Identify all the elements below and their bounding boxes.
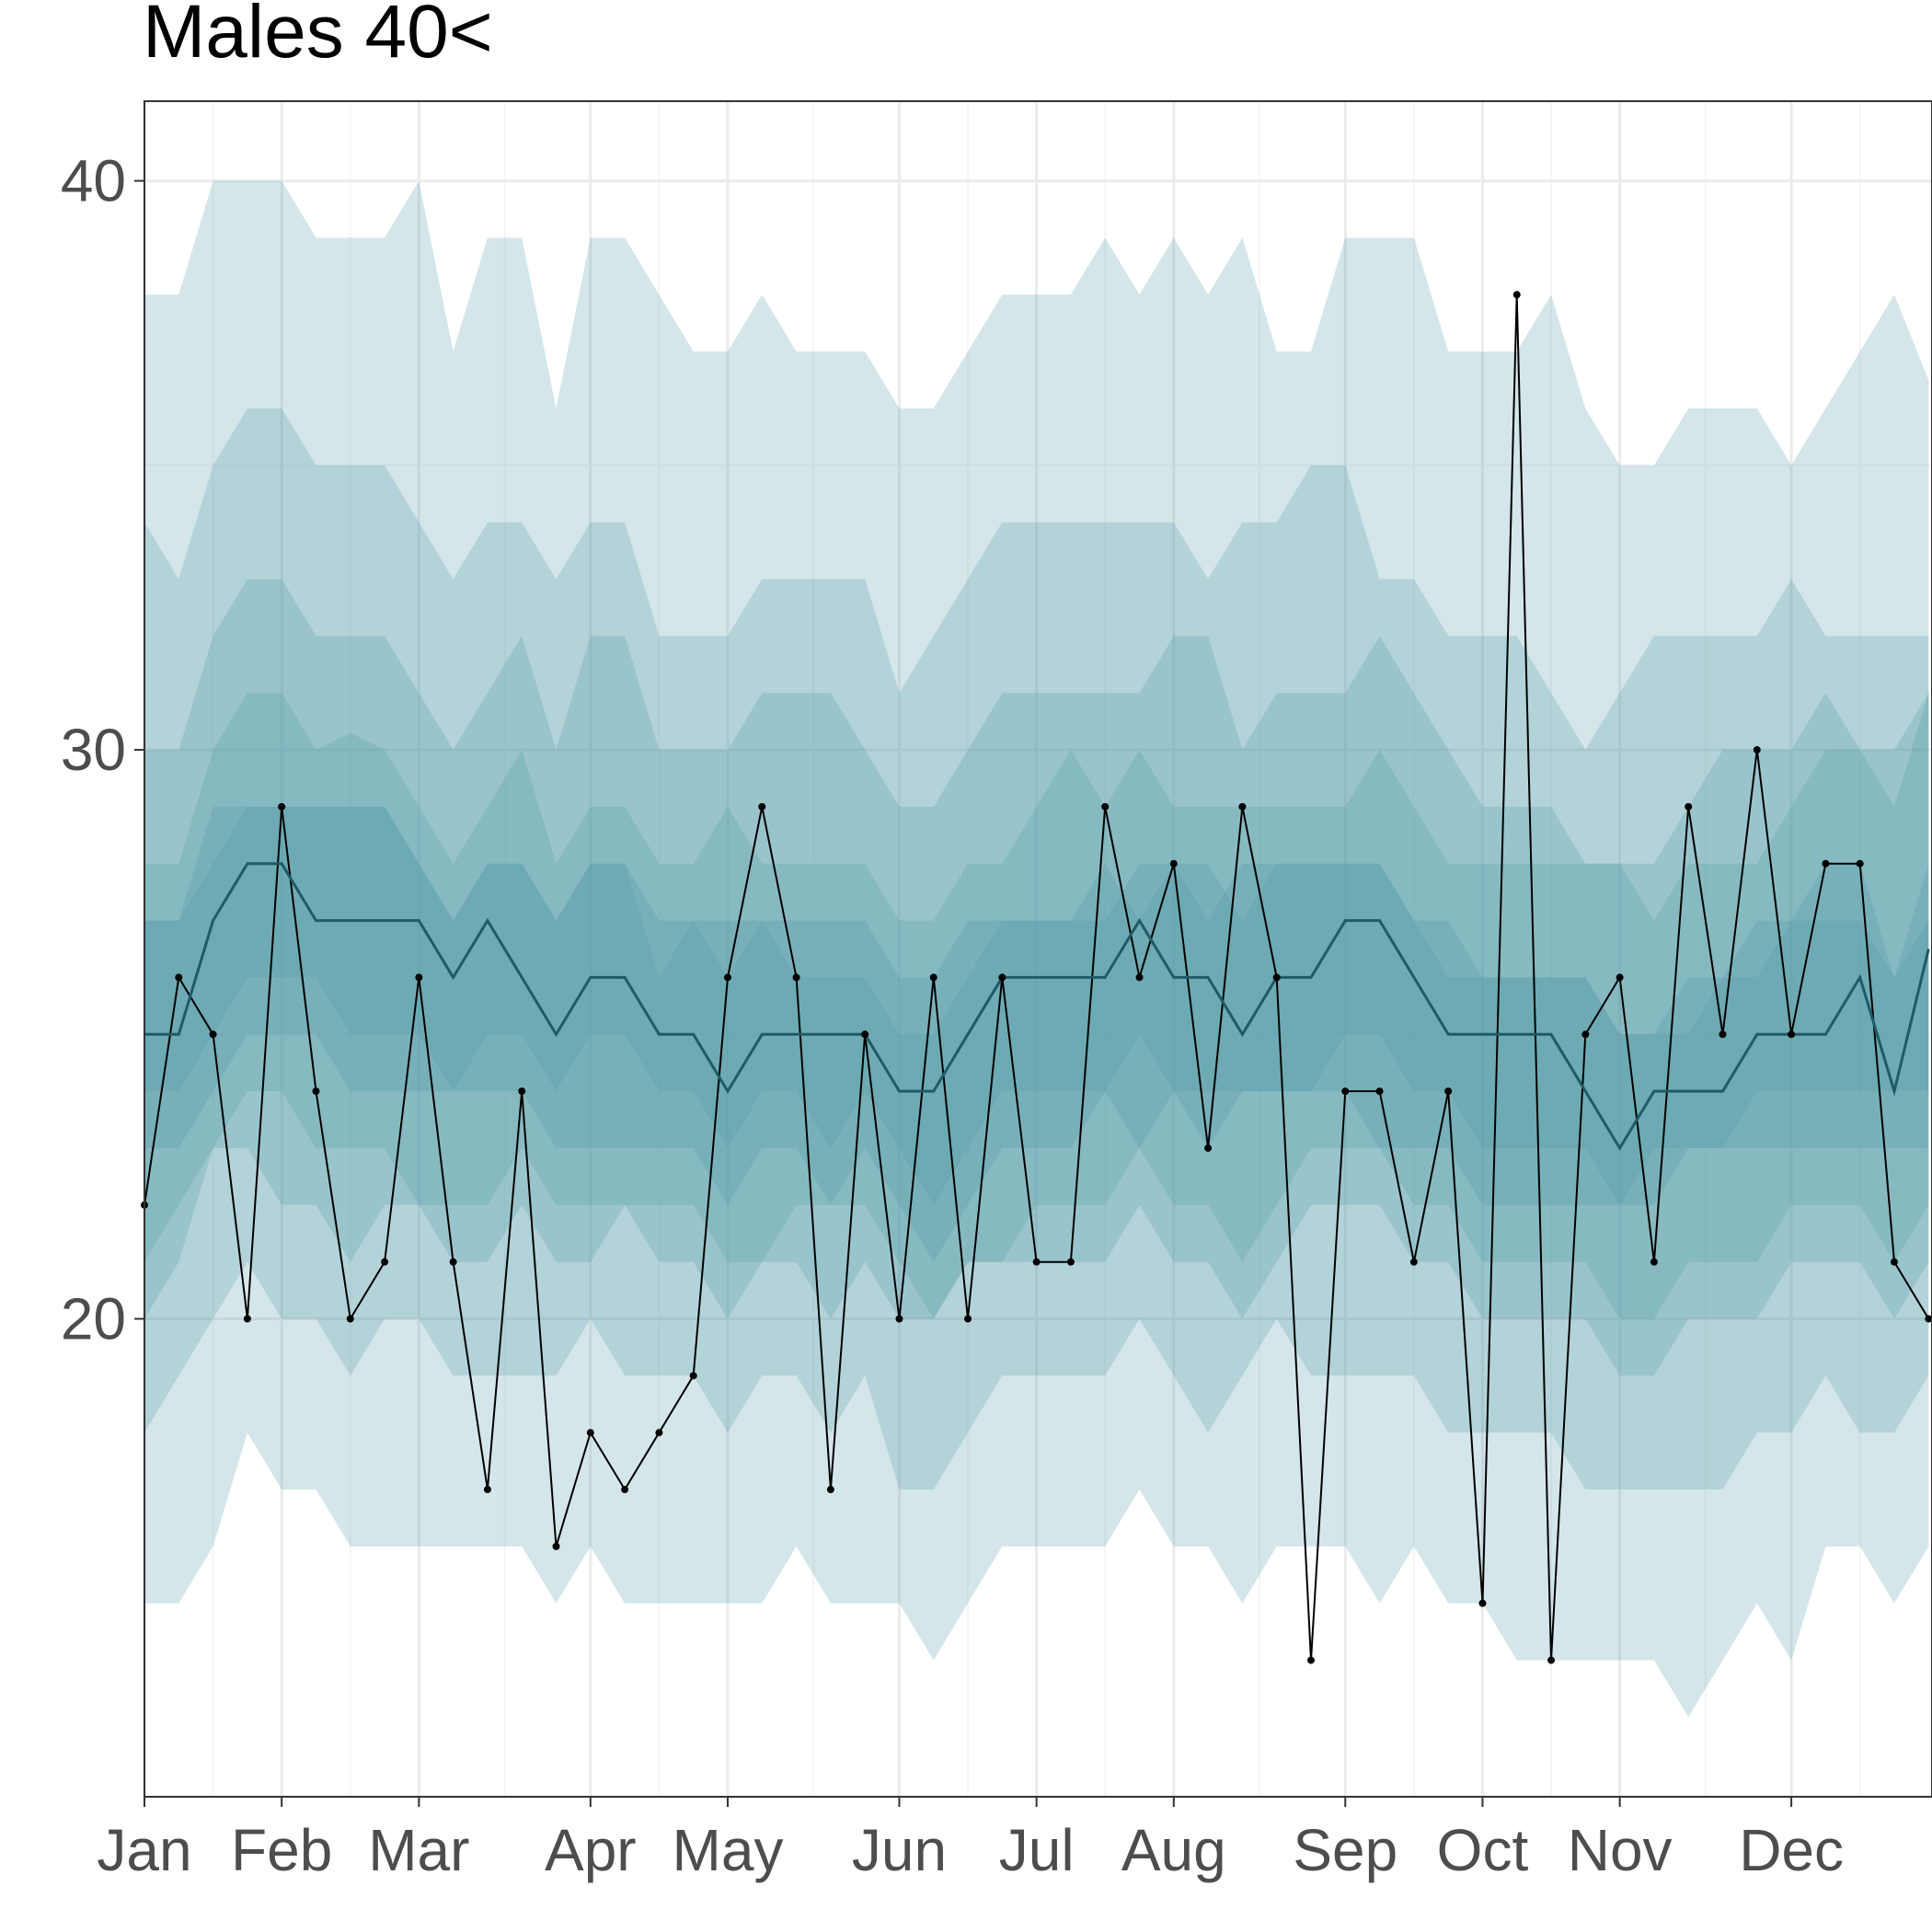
plot-background bbox=[144, 101, 1932, 1797]
x-tick-label: May bbox=[673, 1817, 784, 1883]
observed-point bbox=[1719, 1030, 1727, 1039]
observed-point bbox=[381, 1258, 389, 1266]
observed-point bbox=[1512, 291, 1521, 299]
x-tick-label: Apr bbox=[545, 1817, 637, 1883]
x-tick-label: Mar bbox=[368, 1817, 469, 1883]
observed-point bbox=[1890, 1258, 1898, 1266]
chart-title: Males 40< bbox=[143, 0, 493, 74]
y-tick-label: 20 bbox=[61, 1285, 126, 1351]
y-tick-label: 30 bbox=[61, 717, 126, 783]
observed-point bbox=[243, 1315, 251, 1323]
observed-point bbox=[1925, 1315, 1932, 1323]
observed-point bbox=[792, 973, 800, 982]
x-axis: Jan Feb Mar Apr May Jun Jul Aug Sep Oct Nov Dec bbox=[97, 1797, 1844, 1883]
observed-point bbox=[826, 1486, 834, 1494]
observed-point bbox=[1238, 802, 1247, 811]
x-tick-label: Dec bbox=[1739, 1817, 1844, 1883]
observed-point bbox=[689, 1372, 697, 1380]
grid bbox=[143, 101, 1932, 1797]
observed-point bbox=[1341, 1087, 1350, 1096]
observed-point bbox=[209, 1030, 217, 1039]
x-tick-label: Jul bbox=[999, 1817, 1075, 1883]
observed-point bbox=[1685, 802, 1693, 811]
observed-point bbox=[1650, 1258, 1658, 1266]
observed-point bbox=[175, 973, 183, 982]
observed-point bbox=[1616, 973, 1624, 982]
observed-point bbox=[929, 973, 937, 982]
observed-point bbox=[1753, 746, 1761, 754]
observed-point bbox=[449, 1258, 457, 1266]
observed-point bbox=[1409, 1258, 1418, 1266]
x-tick-label: Nov bbox=[1568, 1817, 1673, 1883]
observed-point bbox=[998, 973, 1006, 982]
observed-point bbox=[346, 1315, 354, 1323]
observed-point bbox=[483, 1486, 491, 1494]
observed-point bbox=[518, 1087, 526, 1096]
observed-point bbox=[1478, 1599, 1487, 1607]
forecast-band-5 bbox=[144, 806, 1929, 1262]
observed-point bbox=[621, 1486, 629, 1494]
observed-point bbox=[1822, 859, 1830, 868]
observed-point bbox=[1306, 1656, 1315, 1664]
observed-point bbox=[1444, 1087, 1453, 1096]
observed-point bbox=[415, 973, 423, 982]
observed-point bbox=[1169, 859, 1178, 868]
x-tick-label: Oct bbox=[1437, 1817, 1529, 1883]
observed-point bbox=[964, 1315, 972, 1323]
y-tick-label: 40 bbox=[61, 148, 126, 214]
forecast-bands bbox=[144, 180, 1929, 1718]
observed-point bbox=[1272, 973, 1281, 982]
observed-point bbox=[552, 1542, 560, 1550]
observed-point bbox=[1375, 1087, 1384, 1096]
x-tick-label: Feb bbox=[231, 1817, 332, 1883]
observed-point bbox=[1066, 1258, 1075, 1266]
x-tick-label: Jun bbox=[852, 1817, 947, 1883]
forecast-band-4 bbox=[144, 693, 1929, 1319]
observed-point bbox=[895, 1315, 903, 1323]
observed-point bbox=[723, 973, 731, 982]
observed-point bbox=[758, 802, 766, 811]
median-line bbox=[144, 862, 1930, 1151]
observed-point bbox=[1581, 1030, 1590, 1039]
observed-point bbox=[1856, 859, 1864, 868]
observed-point bbox=[1547, 1656, 1556, 1664]
forecast-band-1 bbox=[144, 180, 1929, 1718]
observed-point bbox=[655, 1429, 663, 1437]
observed-point bbox=[861, 1030, 869, 1039]
x-tick-label: Jan bbox=[97, 1817, 191, 1883]
x-tick-label: Sep bbox=[1293, 1817, 1397, 1883]
observed-points bbox=[141, 291, 1932, 1664]
plot-border bbox=[144, 100, 1932, 1798]
y-axis: 20 30 40 bbox=[61, 148, 144, 1351]
observed-point bbox=[1135, 973, 1144, 982]
observed-point bbox=[312, 1087, 320, 1096]
forecast-band-6 bbox=[144, 806, 1929, 1205]
x-tick-label: Aug bbox=[1121, 1817, 1226, 1883]
observed-point bbox=[1101, 802, 1110, 811]
observed-point bbox=[586, 1429, 594, 1437]
observed-point bbox=[278, 802, 286, 811]
observed-point bbox=[1788, 1030, 1796, 1039]
observed-point bbox=[1204, 1144, 1213, 1152]
observed-point bbox=[1032, 1258, 1041, 1266]
forecast-band-2 bbox=[144, 408, 1929, 1489]
